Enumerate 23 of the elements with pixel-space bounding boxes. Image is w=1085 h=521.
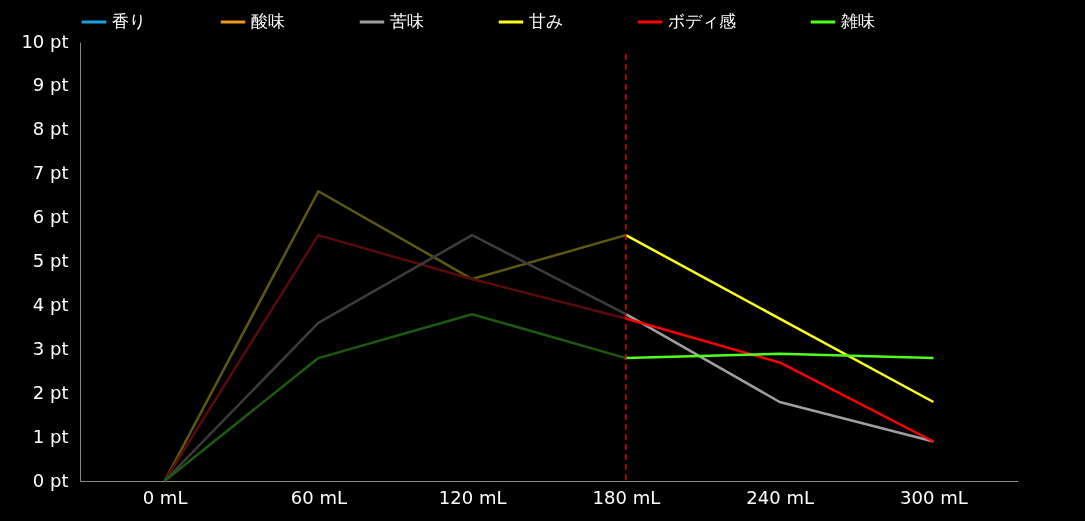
legend-label: 甘み xyxy=(529,11,563,31)
x-tick-label: 120 mL xyxy=(438,486,507,508)
y-tick-label: 3 pt xyxy=(32,337,69,359)
legend-label: 雑味 xyxy=(841,11,875,31)
legend-label: 苦味 xyxy=(390,11,424,31)
y-tick-label: 1 pt xyxy=(32,425,69,447)
legend-label: ボディ感 xyxy=(668,11,736,31)
x-tick-label: 60 mL xyxy=(290,486,347,508)
x-tick-label: 180 mL xyxy=(592,486,661,508)
x-tick-label: 0 mL xyxy=(142,486,188,508)
y-tick-label: 6 pt xyxy=(32,206,69,228)
x-tick-label: 300 mL xyxy=(900,486,968,508)
y-tick-label: 8 pt xyxy=(32,118,69,140)
legend-label: 酸味 xyxy=(251,11,285,31)
y-tick-label: 5 pt xyxy=(32,250,69,271)
x-tick-label: 240 mL xyxy=(746,486,814,508)
legend-label: 香り xyxy=(112,11,146,31)
y-tick-label: 2 pt xyxy=(32,381,69,403)
y-tick-label: 7 pt xyxy=(32,162,69,184)
y-tick-label: 10 pt xyxy=(21,30,69,52)
y-tick-label: 4 pt xyxy=(32,293,69,315)
y-tick-label: 0 pt xyxy=(32,469,69,491)
y-tick-label: 9 pt xyxy=(32,74,69,96)
